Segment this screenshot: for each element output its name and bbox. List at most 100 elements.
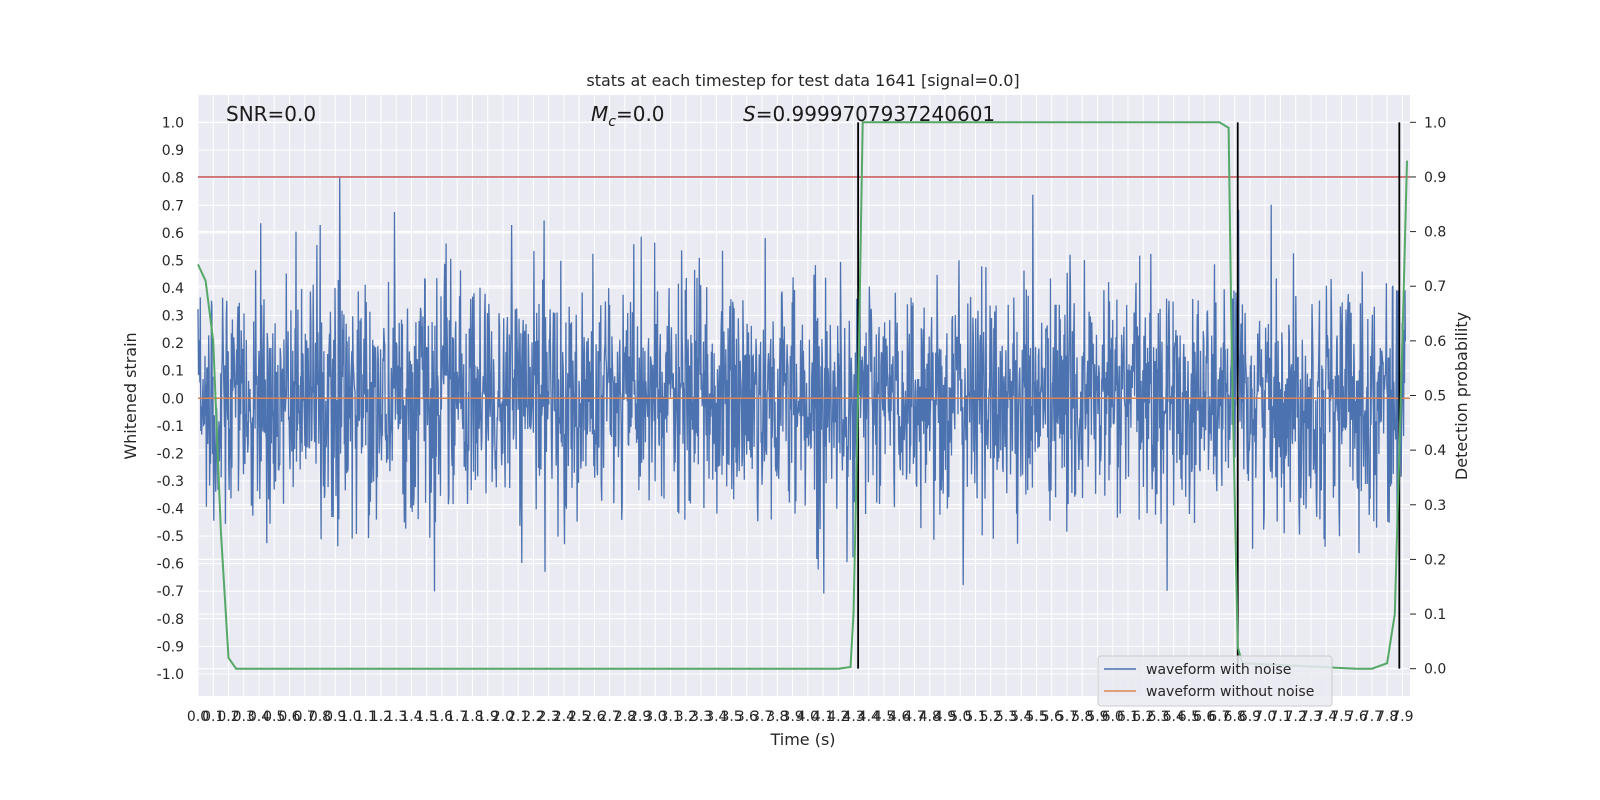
x-tick-label: 4.9 xyxy=(934,709,956,725)
left-tick-label: -0.4 xyxy=(157,502,184,518)
annotations: SNR=0.0 Mc=0.0 S=0.9999707937240601 xyxy=(226,102,995,130)
x-tick-label: 4.2 xyxy=(827,709,849,725)
chart-title: stats at each timestep for test data 164… xyxy=(586,71,1019,90)
left-y-ticks: -1.0 -0.9 -0.8 -0.7 -0.6 -0.5 -0.4 -0.3 -0.2 -0.1… xyxy=(157,116,184,683)
x-tick-label: 0.2 xyxy=(217,709,239,725)
x-tick-label: 7.8 xyxy=(1376,709,1398,725)
x-tick-label: 6.1 xyxy=(1117,709,1139,725)
left-tick-label: -0.2 xyxy=(157,446,184,462)
x-tick-label: 3.6 xyxy=(736,709,758,725)
x-tick-label: 1.0 xyxy=(339,709,361,725)
x-tick-label: 0.6 xyxy=(278,709,300,725)
x-tick-label: 7.1 xyxy=(1269,709,1291,725)
x-tick-label: 0.4 xyxy=(248,709,270,725)
left-tick-label: -0.1 xyxy=(157,419,184,435)
x-tick-label: 6.7 xyxy=(1208,709,1230,725)
x-tick-label: 7.3 xyxy=(1300,709,1322,725)
x-tick-label: 7.9 xyxy=(1391,709,1413,725)
legend-label-noise: waveform with noise xyxy=(1146,662,1291,678)
series-waveform-with-noise xyxy=(197,177,1407,594)
legend-label-clean: waveform without noise xyxy=(1146,684,1314,700)
x-tick-label: 1.7 xyxy=(446,709,468,725)
x-tick-label: 0.7 xyxy=(294,709,316,725)
right-tick-label: 0.6 xyxy=(1424,334,1446,350)
x-tick-label: 1.4 xyxy=(400,709,422,725)
x-tick-label: 2.4 xyxy=(553,709,575,725)
right-tick-label: 0.7 xyxy=(1424,279,1446,295)
x-tick-label: 3.7 xyxy=(751,709,773,725)
annotation-s: S=0.9999707937240601 xyxy=(743,102,995,126)
left-tick-label: 0.7 xyxy=(162,198,184,214)
x-tick-label: 5.8 xyxy=(1071,709,1093,725)
x-tick-label: 5.9 xyxy=(1086,709,1108,725)
left-tick-label: -0.7 xyxy=(157,584,184,600)
x-tick-label: 2.6 xyxy=(583,709,605,725)
x-tick-label: 1.6 xyxy=(431,709,453,725)
x-tick-label: 2.9 xyxy=(629,709,651,725)
left-tick-label: 0.4 xyxy=(162,281,184,297)
x-tick-label: 6.2 xyxy=(1132,709,1154,725)
x-tick-label: 2.7 xyxy=(598,709,620,725)
series-detection-probability xyxy=(197,121,1408,670)
annotation-mc-subscript: c xyxy=(608,114,616,130)
left-tick-label: -0.8 xyxy=(157,612,184,628)
x-tick-label: 0.1 xyxy=(202,709,224,725)
x-tick-label: 1.2 xyxy=(370,709,392,725)
x-tick-label: 3.9 xyxy=(781,709,803,725)
x-tick-label: 6.3 xyxy=(1147,709,1169,725)
x-tick-label: 5.7 xyxy=(1056,709,1078,725)
annotation-s-symbol: S xyxy=(743,102,756,126)
right-tick-label: 0.8 xyxy=(1424,225,1446,241)
right-tick-label: 0.0 xyxy=(1424,662,1446,678)
x-tick-label: 3.2 xyxy=(675,709,697,725)
y-axis-label-left: Whitened strain xyxy=(121,332,140,459)
x-ticks: 0.00.10.20.30.40.50.60.70.80.91.01.11.21… xyxy=(187,709,1414,725)
left-tick-label: 0.0 xyxy=(162,391,184,407)
annotation-s-value: =0.9999707937240601 xyxy=(756,102,995,126)
x-tick-label: 1.5 xyxy=(416,709,438,725)
probability-trace xyxy=(197,121,1408,670)
left-tick-label: -0.5 xyxy=(157,529,184,545)
left-tick-label: 1.0 xyxy=(162,116,184,132)
x-tick-label: 5.5 xyxy=(1025,709,1047,725)
x-tick-label: 7.0 xyxy=(1254,709,1276,725)
x-tick-label: 7.5 xyxy=(1330,709,1352,725)
left-tick-label: 0.5 xyxy=(162,253,184,269)
x-tick-label: 0.3 xyxy=(233,709,255,725)
legend-box xyxy=(1097,655,1333,707)
x-tick-label: 2.2 xyxy=(522,709,544,725)
right-tick-label: 0.3 xyxy=(1424,498,1446,514)
left-tick-label: -0.6 xyxy=(157,557,184,573)
right-tick-label: 0.5 xyxy=(1424,389,1446,405)
x-tick-label: 3.3 xyxy=(690,709,712,725)
x-tick-label: 1.3 xyxy=(385,709,407,725)
x-tick-label: 2.0 xyxy=(492,709,514,725)
x-tick-label: 5.4 xyxy=(1010,709,1032,725)
x-tick-label: 0.0 xyxy=(187,709,209,725)
right-tick-label: 0.4 xyxy=(1424,443,1446,459)
x-tick-label: 5.2 xyxy=(980,709,1002,725)
x-tick-label: 1.8 xyxy=(461,709,483,725)
x-tick-label: 6.6 xyxy=(1193,709,1215,725)
left-tick-label: 0.3 xyxy=(162,309,184,325)
annotation-mc-symbol: M xyxy=(591,102,608,126)
x-tick-label: 3.0 xyxy=(644,709,666,725)
x-tick-label: 2.3 xyxy=(538,709,560,725)
x-tick-label: 4.7 xyxy=(903,709,925,725)
x-tick-label: 6.9 xyxy=(1239,709,1261,725)
left-tick-label: 0.2 xyxy=(162,336,184,352)
right-tick-label: 0.9 xyxy=(1424,170,1446,186)
x-tick-label: 3.5 xyxy=(720,709,742,725)
x-tick-label: 4.6 xyxy=(888,709,910,725)
x-axis-label: Time (s) xyxy=(769,730,835,749)
x-tick-label: 1.9 xyxy=(477,709,499,725)
left-tick-label: -0.3 xyxy=(157,474,184,490)
x-tick-label: 2.1 xyxy=(507,709,529,725)
x-tick-label: 7.7 xyxy=(1361,709,1383,725)
x-tick-label: 5.1 xyxy=(964,709,986,725)
x-tick-label: 1.1 xyxy=(355,709,377,725)
x-tick-label: 6.4 xyxy=(1163,709,1185,725)
x-tick-label: 7.2 xyxy=(1285,709,1307,725)
noise-trace xyxy=(197,177,1407,594)
